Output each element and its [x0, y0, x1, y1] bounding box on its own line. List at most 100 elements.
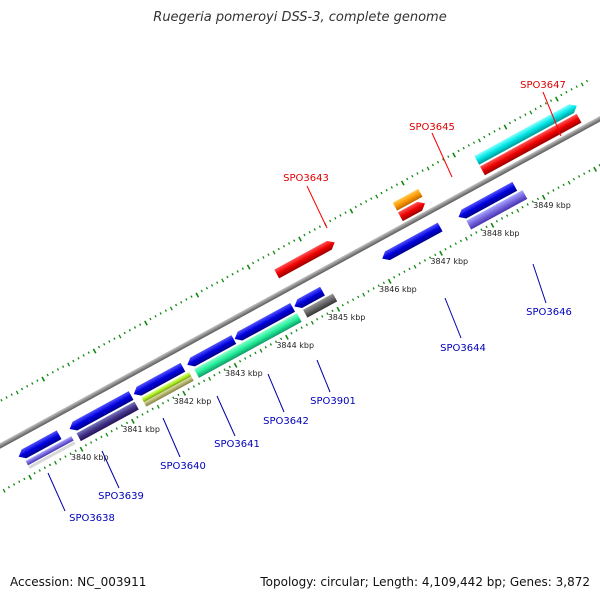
- minor-tick: [377, 284, 380, 287]
- minor-tick: [257, 258, 260, 262]
- kbp-label: 3849 kbp: [533, 201, 571, 210]
- minor-tick: [100, 435, 103, 439]
- gene-label-spo3901[interactable]: SPO3901: [310, 396, 356, 407]
- minor-tick: [560, 93, 563, 97]
- minor-tick: [241, 267, 244, 270]
- minor-tick: [406, 177, 409, 181]
- minor-tick: [359, 202, 363, 206]
- gene-feature-spo3643[interactable]: [274, 238, 337, 279]
- minor-tick: [485, 225, 488, 229]
- minor-tick: [390, 186, 393, 189]
- minor-tick: [54, 460, 58, 465]
- minor-tick: [51, 370, 54, 374]
- minor-tick: [588, 169, 591, 173]
- gene-feature-a[interactable]: [16, 430, 62, 461]
- gene-feature-spo3645b[interactable]: [398, 199, 427, 222]
- minor-tick: [133, 326, 137, 329]
- minor-tick: [36, 379, 39, 382]
- minor-tick: [562, 183, 565, 187]
- kbp-label: 3841 kbp: [122, 425, 160, 434]
- minor-tick: [351, 298, 355, 301]
- minor-tick: [316, 317, 319, 321]
- minor-tick: [511, 211, 514, 215]
- minor-tick: [326, 312, 329, 315]
- kbp-label: 3845 kbp: [328, 313, 366, 322]
- gene-label-spo3639[interactable]: SPO3639: [98, 491, 144, 502]
- minor-tick: [190, 295, 193, 298]
- minor-tick: [43, 466, 46, 469]
- minor-tick: [365, 200, 368, 203]
- genome-summary-text: Topology: circular; Length: 4,109,442 bp…: [260, 575, 590, 589]
- gene-feature-g[interactable]: [456, 181, 518, 221]
- map-title: Ruegeria pomeroyi DSS-3, complete genome: [153, 10, 447, 25]
- gene-feature-spo3645[interactable]: [392, 188, 423, 211]
- gene-feature-f[interactable]: [292, 286, 325, 311]
- minor-tick: [210, 284, 214, 287]
- minor-tick: [459, 239, 463, 243]
- gene-feature-spo3638[interactable]: [25, 436, 74, 466]
- minor-tick: [208, 376, 212, 381]
- minor-tick: [264, 345, 267, 349]
- gene-label-spo3647[interactable]: SPO3647: [520, 80, 566, 91]
- minor-tick: [318, 225, 321, 228]
- minor-tick: [434, 253, 437, 257]
- kbp-label: 3842 kbp: [174, 397, 212, 406]
- minor-tick: [82, 354, 85, 357]
- gene-feature-spo3646[interactable]: [466, 190, 528, 230]
- gene-feature-spo3641[interactable]: [194, 313, 302, 378]
- gene-label-spo3645[interactable]: SPO3645: [409, 122, 455, 133]
- minor-tick: [244, 357, 247, 360]
- minor-tick: [310, 320, 314, 325]
- gene-feature-b[interactable]: [67, 391, 134, 433]
- minor-tick: [303, 233, 306, 237]
- gene-feature-spo3640[interactable]: [141, 371, 192, 403]
- gene-feature-spo3644[interactable]: [380, 222, 443, 263]
- gene-label-spo3646[interactable]: SPO3646: [526, 307, 572, 318]
- gene-feature-a2[interactable]: [28, 441, 76, 469]
- major-tick: [336, 306, 341, 312]
- minor-tick: [48, 463, 52, 467]
- minor-tick: [197, 382, 201, 385]
- minor-tick: [108, 340, 111, 343]
- minor-tick: [380, 191, 383, 195]
- gene-label-spo3641[interactable]: SPO3641: [214, 439, 260, 450]
- gene-feature-d[interactable]: [185, 335, 237, 369]
- minor-tick: [498, 127, 501, 130]
- gene-label-spo3643[interactable]: SPO3643: [283, 173, 329, 184]
- minor-tick: [10, 393, 13, 396]
- minor-tick: [341, 303, 344, 307]
- minor-tick: [56, 368, 60, 371]
- minor-tick: [557, 186, 560, 189]
- major-tick: [400, 180, 405, 186]
- minor-tick: [321, 315, 324, 318]
- major-tick: [41, 376, 46, 382]
- gene-label-spo3640[interactable]: SPO3640: [160, 461, 206, 472]
- minor-tick: [290, 331, 293, 335]
- kbp-label: 3843 kbp: [225, 369, 263, 378]
- minor-tick: [552, 189, 555, 192]
- major-tick: [387, 278, 392, 284]
- minor-tick: [426, 166, 430, 171]
- minor-tick: [444, 247, 447, 251]
- gene-label-spo3638[interactable]: SPO3638: [69, 513, 115, 524]
- gene-label-spo3642[interactable]: SPO3642: [263, 416, 309, 427]
- minor-tick: [146, 410, 149, 413]
- gene-feature-spo3647b[interactable]: [480, 113, 582, 176]
- gene-feature-spo3640b[interactable]: [143, 376, 194, 407]
- minor-tick: [416, 172, 419, 175]
- minor-tick: [495, 219, 498, 223]
- gene-feature-c[interactable]: [131, 362, 186, 399]
- minor-tick: [462, 146, 465, 150]
- gene-feature-spo3639[interactable]: [76, 401, 139, 442]
- gene-feature-spo3647[interactable]: [474, 101, 579, 165]
- minor-tick: [493, 130, 496, 133]
- minor-tick: [228, 365, 231, 369]
- minor-tick: [272, 250, 276, 255]
- gene-label-spo3644[interactable]: SPO3644: [440, 343, 486, 354]
- major-tick: [554, 96, 559, 102]
- major-tick: [503, 124, 508, 130]
- minor-tick: [308, 230, 311, 234]
- gene-feature-spo3901[interactable]: [303, 293, 338, 318]
- gene-feature-e[interactable]: [232, 303, 296, 343]
- minor-tick: [370, 197, 373, 200]
